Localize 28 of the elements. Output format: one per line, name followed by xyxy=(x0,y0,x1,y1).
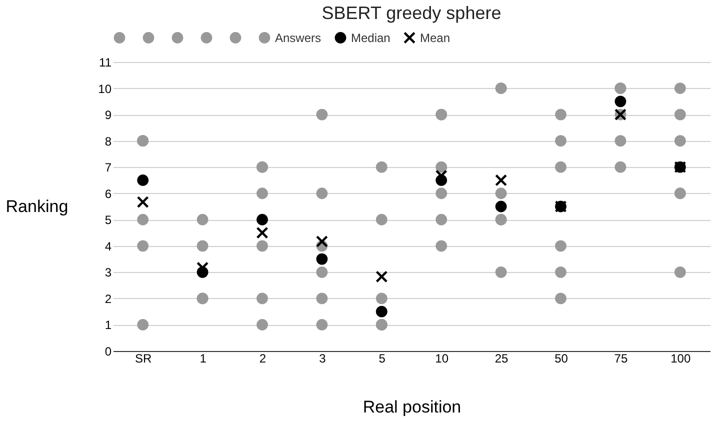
y-tick-label: 10 xyxy=(98,82,112,96)
x-tick-label: 10 xyxy=(435,352,449,366)
x-tick-label: 50 xyxy=(554,352,568,366)
legend-label: Median xyxy=(351,30,390,45)
x-axis-title: Real position xyxy=(362,398,462,416)
x-tick-label: 1 xyxy=(200,352,207,366)
y-tick-label: 0 xyxy=(104,344,112,358)
y-tick-label: 7 xyxy=(104,160,112,175)
y-tick-label: 8 xyxy=(104,134,112,148)
y-tick-label: 6 xyxy=(104,186,112,201)
x-tick-label: 100 xyxy=(670,352,691,366)
y-axis-title: Ranking xyxy=(6,197,68,216)
chart-title: SBERT greedy sphere xyxy=(322,3,502,23)
legend-label: Answers xyxy=(275,30,322,45)
x-tick-label: 25 xyxy=(494,352,509,366)
y-tick-label: 5 xyxy=(104,213,112,228)
x-tick-label: SR xyxy=(135,352,152,366)
y-tick-label: 9 xyxy=(104,108,112,122)
x-tick-label: 75 xyxy=(614,352,628,366)
x-tick-label: 3 xyxy=(319,352,326,366)
y-tick-label: 4 xyxy=(104,239,112,254)
y-tick-label: 1 xyxy=(104,318,112,332)
x-tick-label: 5 xyxy=(378,352,386,366)
y-tick-label: 3 xyxy=(104,266,112,280)
legend-label: Mean xyxy=(420,30,450,45)
x-tick-label: 2 xyxy=(259,352,266,366)
y-tick-label: 2 xyxy=(104,292,112,306)
y-tick-label: 11 xyxy=(99,56,112,70)
